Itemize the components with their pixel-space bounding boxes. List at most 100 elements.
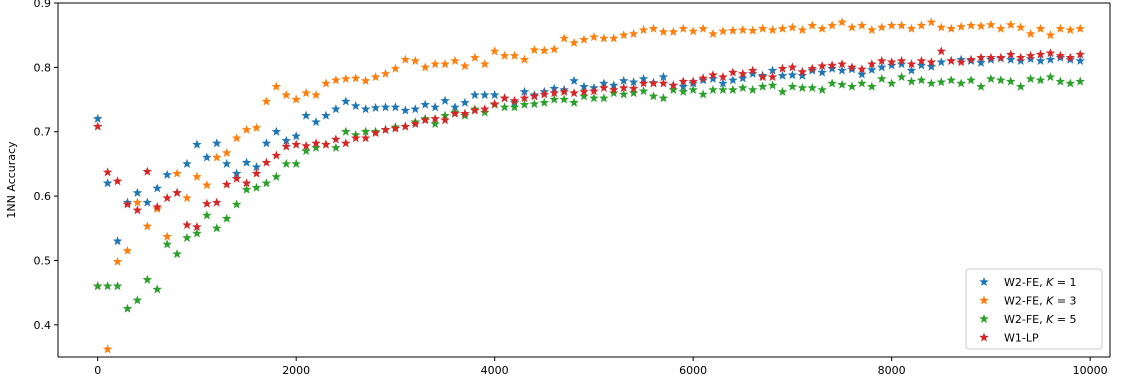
data-point bbox=[579, 91, 589, 101]
data-point bbox=[291, 139, 301, 149]
data-point bbox=[311, 142, 321, 152]
data-point bbox=[1045, 72, 1056, 82]
data-point bbox=[380, 102, 391, 112]
data-point bbox=[936, 57, 947, 67]
series-1 bbox=[92, 52, 1085, 246]
data-point bbox=[172, 187, 182, 197]
data-point bbox=[827, 63, 837, 73]
data-point bbox=[202, 180, 212, 190]
data-point bbox=[241, 124, 252, 134]
data-point bbox=[876, 55, 887, 65]
data-point bbox=[370, 72, 381, 82]
data-point bbox=[678, 76, 689, 86]
data-point bbox=[1055, 76, 1066, 86]
data-point bbox=[906, 76, 917, 86]
data-point bbox=[440, 115, 450, 125]
data-point bbox=[1015, 55, 1026, 65]
data-point bbox=[519, 93, 530, 103]
data-point bbox=[192, 139, 202, 149]
data-point bbox=[767, 72, 778, 82]
data-point bbox=[747, 65, 758, 75]
data-point bbox=[946, 75, 956, 85]
data-point bbox=[410, 55, 421, 65]
data-point bbox=[529, 44, 540, 55]
data-point bbox=[936, 22, 947, 32]
data-point bbox=[618, 30, 629, 40]
data-point bbox=[192, 221, 202, 232]
data-point bbox=[648, 78, 659, 88]
data-point bbox=[609, 84, 619, 94]
data-point bbox=[132, 295, 143, 305]
legend-item: W1-LP bbox=[979, 332, 1039, 345]
x-tick-label: 8000 bbox=[878, 364, 906, 377]
data-point bbox=[678, 86, 689, 96]
data-point bbox=[142, 166, 153, 176]
data-point bbox=[688, 76, 698, 86]
data-point bbox=[797, 25, 808, 35]
data-point bbox=[271, 126, 282, 136]
data-point bbox=[688, 84, 698, 94]
data-point bbox=[430, 119, 440, 129]
data-point bbox=[1055, 23, 1066, 33]
data-point bbox=[678, 81, 689, 91]
data-point bbox=[857, 64, 867, 74]
data-point bbox=[916, 75, 927, 85]
data-point bbox=[1025, 73, 1036, 83]
legend-label: W2-FE, K = 3 bbox=[1004, 295, 1077, 308]
data-point bbox=[112, 176, 123, 186]
data-point bbox=[837, 79, 847, 89]
data-point bbox=[1015, 22, 1026, 32]
data-point bbox=[956, 21, 966, 31]
data-point bbox=[638, 78, 649, 88]
data-point bbox=[450, 108, 460, 118]
data-point bbox=[1035, 49, 1046, 59]
data-point bbox=[787, 81, 798, 91]
data-point bbox=[609, 33, 619, 43]
data-point bbox=[996, 23, 1006, 33]
data-point bbox=[162, 239, 172, 249]
data-point bbox=[728, 84, 738, 94]
data-point bbox=[1025, 50, 1036, 60]
data-point bbox=[1075, 55, 1085, 65]
data-point bbox=[986, 52, 996, 62]
data-point bbox=[301, 140, 311, 150]
data-point bbox=[430, 102, 440, 112]
data-point bbox=[489, 99, 500, 109]
series-2 bbox=[92, 17, 1085, 354]
data-point bbox=[331, 75, 341, 85]
legend-label: W2-FE, K = 1 bbox=[1004, 276, 1077, 289]
data-point bbox=[152, 202, 163, 212]
data-point bbox=[241, 184, 252, 194]
data-point bbox=[1015, 81, 1026, 91]
data-point bbox=[360, 75, 371, 85]
data-point bbox=[599, 33, 609, 43]
data-point bbox=[1015, 52, 1026, 62]
data-point bbox=[628, 28, 639, 38]
data-point bbox=[867, 25, 877, 35]
data-point bbox=[589, 93, 599, 103]
data-point bbox=[172, 168, 182, 178]
data-point bbox=[698, 23, 708, 33]
data-point bbox=[767, 80, 778, 90]
y-tick-label: 0.4 bbox=[34, 319, 52, 332]
legend-marker bbox=[979, 314, 989, 324]
axes-layer: 0 2000 4000 6000 8000 10000 0.4 0.5 0.6 0.7 0.8 0.9… bbox=[5, 0, 1111, 377]
data-point bbox=[946, 55, 956, 65]
data-point bbox=[708, 73, 718, 83]
data-point bbox=[331, 104, 341, 114]
data-point bbox=[857, 69, 867, 79]
data-point bbox=[301, 146, 311, 156]
legend-item: W2-FE, K = 3 bbox=[979, 295, 1077, 308]
data-point bbox=[1065, 25, 1076, 35]
data-point bbox=[470, 90, 480, 100]
data-point bbox=[1065, 78, 1076, 88]
data-point bbox=[718, 26, 728, 36]
data-point bbox=[847, 81, 857, 91]
data-point bbox=[618, 75, 629, 85]
legend-label: W2-FE, K = 5 bbox=[1004, 313, 1077, 326]
y-tick-label: 0.6 bbox=[34, 190, 52, 203]
series-3 bbox=[92, 72, 1085, 313]
data-point bbox=[787, 22, 798, 32]
data-point bbox=[579, 34, 589, 44]
data-point bbox=[450, 102, 460, 112]
